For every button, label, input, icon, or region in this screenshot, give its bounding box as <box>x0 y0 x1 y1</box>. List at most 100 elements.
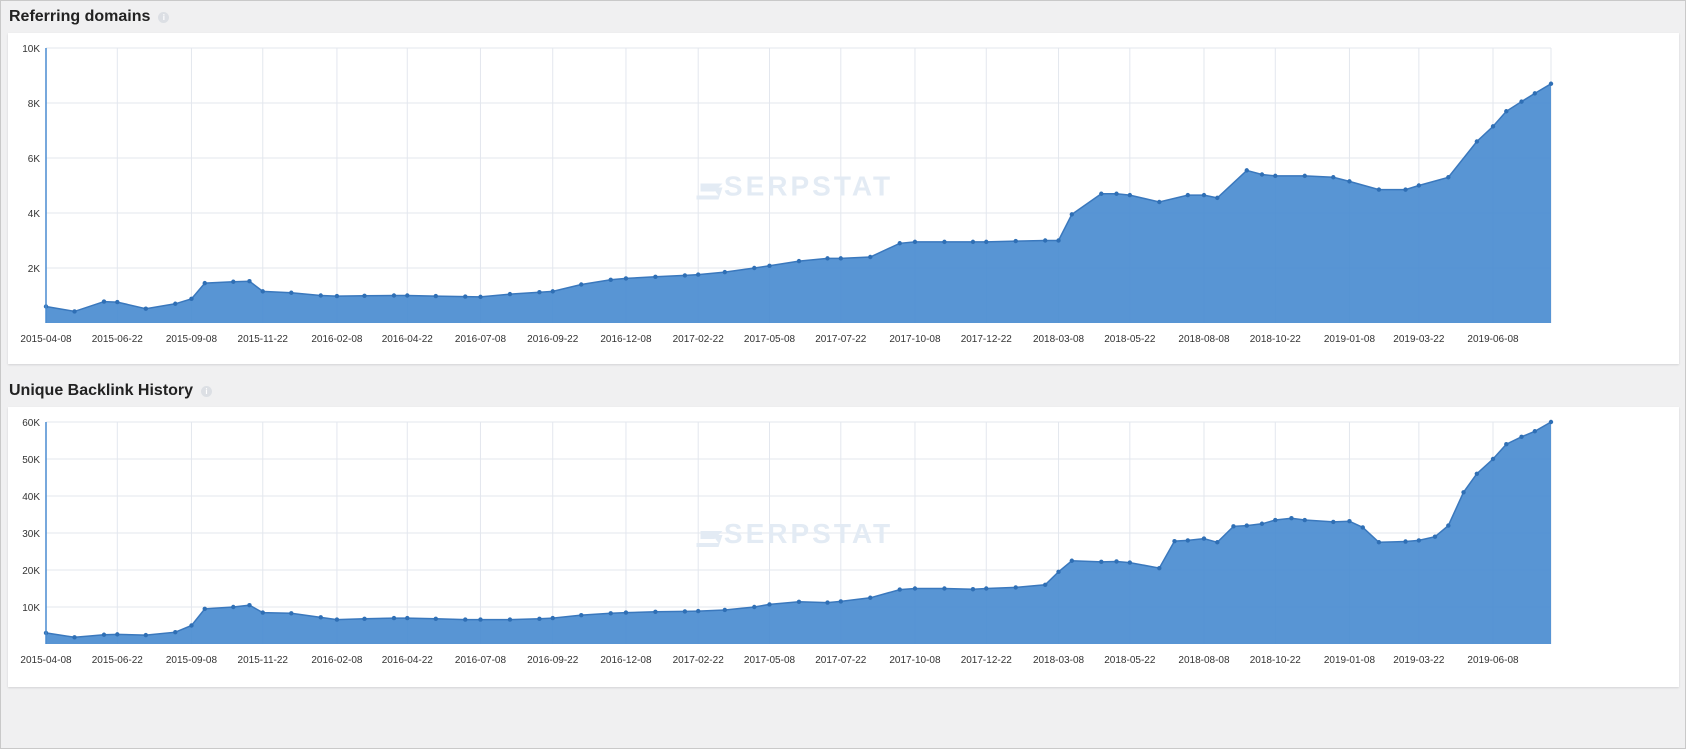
data-point <box>912 239 918 245</box>
data-point <box>653 274 658 279</box>
data-point <box>1157 565 1162 571</box>
x-tick-label: 2016-09-22 <box>527 655 579 666</box>
data-point <box>752 604 757 610</box>
data-point <box>463 617 468 622</box>
data-point <box>1289 516 1294 521</box>
data-point <box>942 239 947 245</box>
data-point <box>433 293 438 299</box>
x-tick-label: 2016-09-22 <box>527 334 579 345</box>
data-point <box>942 586 947 591</box>
data-point <box>1331 175 1336 180</box>
data-point <box>970 239 976 245</box>
data-point <box>1069 212 1075 217</box>
data-point <box>247 602 252 608</box>
data-point <box>623 610 629 615</box>
x-tick-label: 2017-12-22 <box>961 334 1013 345</box>
data-point <box>1403 539 1408 544</box>
data-point <box>682 273 688 278</box>
data-point <box>1302 517 1307 523</box>
data-point <box>838 256 844 261</box>
series-area <box>46 422 1551 644</box>
data-point <box>1376 187 1382 192</box>
data-point <box>1069 558 1075 563</box>
series-line <box>45 421 1552 639</box>
data-point <box>1043 238 1048 243</box>
data-point <box>984 586 989 591</box>
x-tick-label: 2018-08-08 <box>1178 334 1230 345</box>
data-point <box>391 615 397 621</box>
x-tick-label: 2019-01-08 <box>1324 334 1376 345</box>
x-tick-label: 2015-11-22 <box>238 655 289 666</box>
data-point <box>1532 91 1538 96</box>
data-point <box>537 290 542 295</box>
x-tick-label: 2016-07-08 <box>455 655 507 666</box>
data-point <box>1013 238 1018 244</box>
data-point <box>1376 540 1382 545</box>
chart-title-unique-backlinks: Unique Backlink History i <box>9 382 213 400</box>
data-point <box>1157 199 1162 205</box>
x-tick-label: 2016-04-22 <box>382 334 434 345</box>
data-point <box>1519 99 1524 104</box>
y-tick-label: 2K <box>28 264 41 275</box>
data-point <box>72 635 77 640</box>
x-tick-label: 2016-02-08 <box>311 334 363 345</box>
data-point <box>1114 191 1119 196</box>
x-tick-label: 2017-05-08 <box>744 334 796 345</box>
data-point <box>1331 519 1336 525</box>
x-tick-label: 2015-09-08 <box>166 334 218 345</box>
data-point <box>1360 525 1365 530</box>
x-tick-label: 2018-05-22 <box>1104 655 1156 666</box>
data-point <box>767 602 772 607</box>
data-point <box>115 299 120 305</box>
data-point <box>463 294 468 299</box>
data-point <box>1215 195 1220 201</box>
data-point <box>173 629 178 635</box>
data-point <box>1043 582 1048 587</box>
data-point <box>1185 192 1191 198</box>
x-tick-label: 2015-04-08 <box>20 655 72 666</box>
unique-backlink-history-chart: 10K 20K 30K 40K 50K 60K 2015-04-08 2015-06-22 20… <box>20 418 1554 666</box>
x-tick-label: 2019-06-08 <box>1467 655 1519 666</box>
serpstat-logo-icon <box>696 183 723 200</box>
watermark: SERPSTAT <box>724 171 893 202</box>
data-point <box>478 617 483 622</box>
chart-title-referring-domains: Referring domains i <box>9 8 170 26</box>
data-point <box>1215 540 1220 545</box>
series-line <box>45 83 1552 313</box>
data-point <box>143 306 149 311</box>
x-tick-label: 2017-10-08 <box>889 655 941 666</box>
data-point <box>1403 187 1408 192</box>
data-point <box>1461 490 1466 495</box>
data-point <box>1446 523 1451 528</box>
data-point <box>72 309 77 314</box>
data-point <box>1127 560 1133 565</box>
data-point <box>695 272 701 277</box>
data-point <box>1432 534 1438 539</box>
data-point <box>260 289 265 294</box>
data-point <box>722 607 728 613</box>
data-point <box>247 279 252 284</box>
data-point <box>1519 434 1524 439</box>
data-point <box>695 608 701 614</box>
x-tick-label: 2017-02-22 <box>673 334 725 345</box>
x-tick-label: 2016-04-22 <box>382 655 434 666</box>
data-point <box>318 293 323 298</box>
data-point <box>231 279 236 284</box>
info-icon[interactable]: i <box>158 11 170 23</box>
data-point <box>1416 183 1422 188</box>
x-tick-label: 2018-10-22 <box>1250 334 1302 345</box>
y-tick-label: 60K <box>22 418 40 429</box>
x-tick-label: 2016-12-08 <box>600 655 652 666</box>
info-icon[interactable]: i <box>201 385 213 397</box>
data-point <box>825 600 830 605</box>
data-point <box>752 265 757 271</box>
data-point <box>1302 173 1307 179</box>
data-point <box>115 632 120 637</box>
x-tick-label: 2016-12-08 <box>600 334 652 345</box>
data-point <box>1259 521 1265 526</box>
data-point <box>507 291 513 297</box>
data-point <box>579 612 584 618</box>
data-point <box>405 615 410 621</box>
data-point <box>608 277 613 283</box>
